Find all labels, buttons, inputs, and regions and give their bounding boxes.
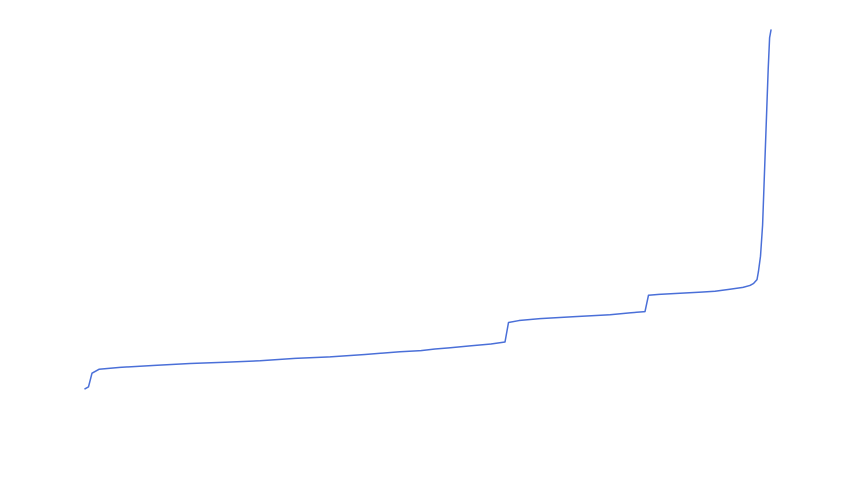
- chart-container: [0, 0, 850, 500]
- step-line-chart: [0, 0, 850, 500]
